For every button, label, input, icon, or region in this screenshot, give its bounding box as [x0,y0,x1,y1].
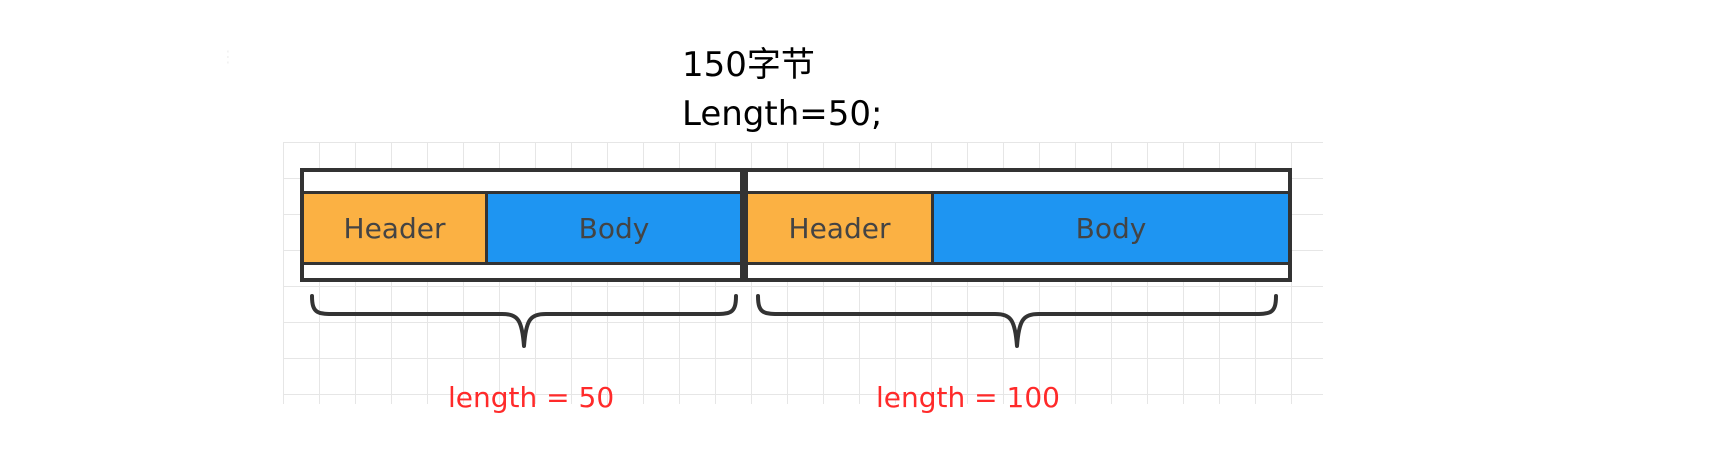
packet-1-header: Header [304,194,488,262]
packet-2-header: Header [748,194,934,262]
title-bytes: 150字节 [682,45,815,85]
packet-2-body: Body [934,194,1288,262]
title-length: Length=50; [682,94,883,134]
packet-frame-1: Header Body [300,168,744,282]
packet-1-body: Body [488,194,740,262]
length-label-1: length = 50 [448,381,615,414]
brace-2 [756,294,1278,348]
brace-1 [310,294,738,348]
faint-watermark-mark: ⋮ [220,47,236,66]
length-label-2: length = 100 [876,381,1060,414]
packet-row-2: Header Body [748,191,1288,265]
packet-frame-2: Header Body [744,168,1292,282]
packet-row-1: Header Body [304,191,740,265]
